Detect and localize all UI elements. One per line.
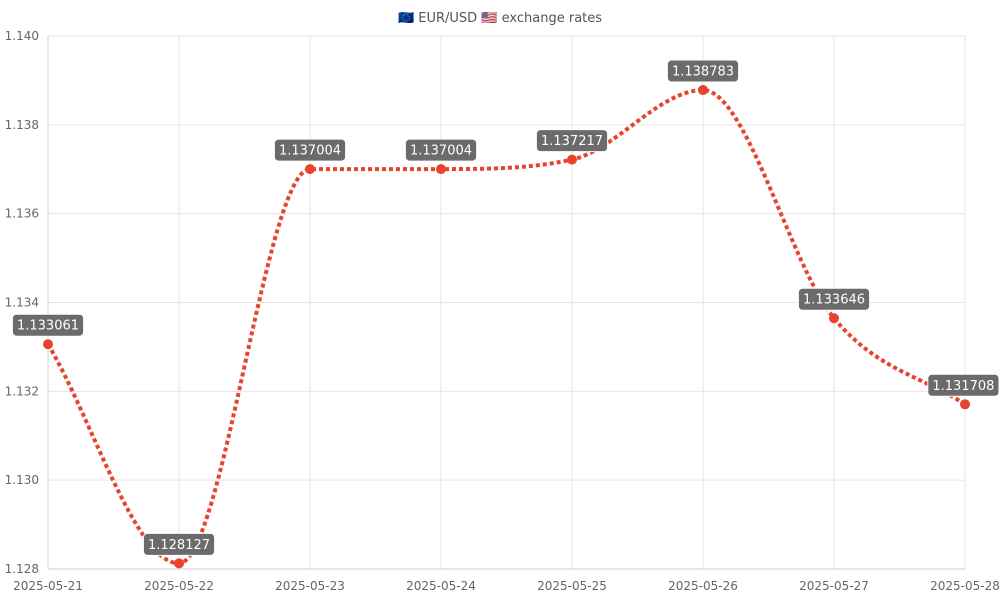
y-tick-label: 1.130 [5,473,39,487]
data-label: 1.137217 [535,129,609,153]
data-point[interactable] [960,399,970,410]
data-label: 1.137004 [404,138,478,162]
y-tick-label: 1.138 [5,118,39,132]
data-label-text: 1.131708 [932,379,994,394]
x-tick-label: 2025-05-23 [275,579,345,593]
data-point[interactable] [43,339,53,350]
data-label-box [535,129,609,153]
data-label-box [404,138,478,162]
y-tick-label: 1.132 [5,384,39,398]
y-tick-label: 1.136 [5,207,39,221]
data-label-box [273,138,347,162]
data-label: 1.133646 [797,287,871,311]
y-tick-label: 1.128 [5,562,39,576]
x-tick-label: 2025-05-24 [406,579,476,593]
data-label: 1.131708 [927,373,1000,397]
data-label: 1.138783 [666,59,740,83]
data-point[interactable] [305,164,315,175]
data-label: 1.133061 [11,313,85,337]
series-line [46,88,967,566]
data-label-box [142,532,216,556]
points-layer [43,85,970,569]
data-label: 1.137004 [273,138,347,162]
data-point[interactable] [174,558,184,569]
x-tick-label: 2025-05-26 [668,579,738,593]
x-tick-label: 2025-05-22 [144,579,214,593]
series-layer [46,88,967,566]
data-label-box [11,313,85,337]
data-label-text: 1.128127 [148,538,210,553]
data-point[interactable] [829,313,839,324]
data-point[interactable] [698,85,708,96]
data-label-text: 1.138783 [672,65,734,80]
x-tick-label: 2025-05-21 [13,579,83,593]
y-tick-label: 1.134 [5,296,39,310]
data-label-text: 1.133061 [17,319,79,334]
data-label-box [666,59,740,83]
data-label-box [927,373,1000,397]
data-label: 1.128127 [142,532,216,556]
data-label-text: 1.133646 [803,293,865,308]
data-point[interactable] [567,154,577,165]
x-tick-label: 2025-05-28 [930,579,1000,593]
data-point[interactable] [436,164,446,175]
y-tick-label: 1.140 [5,29,39,43]
x-tick-label: 2025-05-25 [537,579,607,593]
axes: 1.128 1.130 1.132 1.134 1.136 1.138 1.140 2025-… [5,29,1000,593]
data-labels-layer: 1.133061 1.128127 1.137004 1.137004 1.137217… [11,59,1000,556]
data-label-box [797,287,871,311]
data-label-text: 1.137217 [541,134,603,149]
data-label-text: 1.137004 [410,144,472,159]
chart-title: 🇪🇺 EUR/USD 🇺🇸 exchange rates [398,11,602,26]
x-tick-label: 2025-05-27 [799,579,869,593]
data-label-text: 1.137004 [279,144,341,159]
